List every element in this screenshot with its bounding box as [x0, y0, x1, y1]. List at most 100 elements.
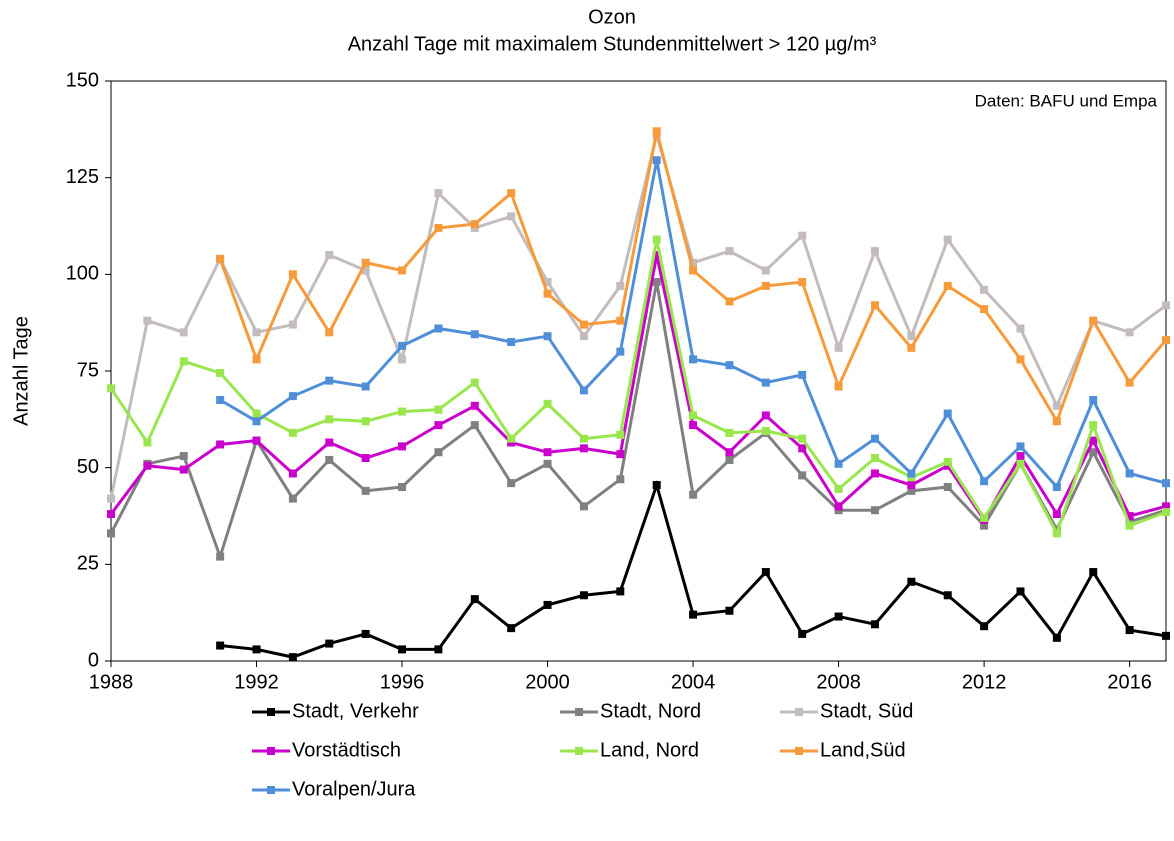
data-point — [507, 338, 516, 346]
data-point — [870, 506, 879, 515]
data-point — [980, 513, 989, 522]
data-point — [579, 444, 588, 453]
legend-label: Land, Nord — [600, 739, 699, 761]
data-point — [398, 355, 407, 364]
data-point — [1016, 452, 1025, 461]
legend-label: Stadt, Nord — [600, 700, 701, 722]
data-point — [689, 421, 698, 430]
data-point — [325, 455, 334, 464]
data-point — [507, 212, 516, 221]
x-tick-label: 2004 — [671, 671, 716, 693]
data-point — [907, 481, 916, 490]
data-point — [907, 486, 916, 495]
y-tick-label: 0 — [88, 649, 99, 671]
x-tick-label: 1996 — [380, 671, 425, 693]
data-point — [1089, 316, 1098, 325]
data-point — [361, 258, 370, 267]
data-point — [870, 247, 879, 256]
data-point — [507, 189, 516, 198]
data-point — [798, 444, 807, 453]
data-point — [470, 595, 479, 604]
legend-marker — [795, 708, 803, 716]
data-point — [288, 469, 297, 478]
data-point — [143, 461, 152, 470]
data-point — [325, 251, 334, 259]
data-point — [579, 320, 588, 329]
data-point — [834, 382, 843, 391]
data-point — [943, 457, 952, 466]
y-tick-label: 100 — [66, 263, 99, 285]
data-point — [252, 409, 261, 418]
data-point — [798, 629, 807, 638]
data-point — [980, 622, 989, 631]
data-point — [907, 343, 916, 352]
data-point — [616, 475, 625, 484]
data-point — [252, 328, 261, 337]
y-tick-label: 150 — [66, 69, 99, 91]
data-point — [179, 452, 188, 461]
chart-subtitle: Anzahl Tage mit maximalem Stundenmittelw… — [348, 33, 877, 55]
data-point — [434, 448, 443, 457]
data-point — [1162, 301, 1170, 310]
data-point — [252, 436, 261, 445]
legend-label: Stadt, Süd — [820, 700, 913, 722]
plot-frame — [110, 80, 1167, 662]
data-point — [943, 483, 952, 491]
data-point — [288, 428, 297, 437]
x-tick-label: 2008 — [816, 671, 861, 693]
data-point — [725, 455, 734, 464]
data-point — [216, 396, 225, 404]
y-tick-label: 125 — [66, 166, 99, 188]
data-point — [907, 332, 916, 341]
data-point — [943, 235, 952, 244]
data-point — [761, 411, 770, 420]
data-point — [143, 316, 152, 325]
data-point — [761, 266, 770, 275]
data-point — [579, 434, 588, 443]
data-point — [216, 440, 225, 449]
data-point — [725, 428, 734, 437]
data-point — [107, 494, 115, 503]
data-point — [507, 624, 516, 633]
series-line — [218, 130, 1168, 425]
data-point — [543, 399, 552, 408]
data-point — [579, 386, 588, 395]
data-point — [616, 430, 625, 439]
data-point — [1162, 502, 1170, 511]
data-point — [689, 355, 698, 364]
series-line — [109, 129, 1167, 499]
data-point — [288, 392, 297, 401]
data-point — [761, 281, 770, 290]
data-point — [107, 384, 115, 393]
data-point — [543, 448, 552, 457]
data-point — [870, 434, 879, 443]
data-point — [434, 645, 443, 654]
data-point — [179, 465, 188, 474]
data-point — [398, 483, 407, 491]
data-point — [252, 355, 261, 364]
legend-label: Voralpen/Jura — [292, 778, 416, 800]
x-tick-label: 2012 — [962, 671, 1007, 693]
x-tick-label: 1988 — [89, 671, 134, 693]
data-point — [107, 529, 115, 538]
data-point — [1162, 479, 1170, 488]
data-point — [980, 477, 989, 486]
data-point — [980, 305, 989, 314]
data-point — [870, 620, 879, 629]
y-tick-label: 50 — [77, 456, 99, 478]
data-point — [434, 421, 443, 430]
legend-label: Land,Süd — [820, 739, 906, 761]
data-point — [1125, 512, 1134, 520]
data-point — [616, 450, 625, 459]
data-point — [943, 281, 952, 290]
data-point — [1016, 324, 1025, 333]
data-point — [361, 266, 370, 275]
x-tick-label: 2016 — [1107, 671, 1152, 693]
data-point — [834, 459, 843, 468]
data-point — [1162, 631, 1170, 640]
data-point — [652, 127, 661, 136]
data-point — [252, 417, 261, 426]
data-point — [725, 247, 734, 256]
data-point — [434, 223, 443, 232]
data-point — [907, 577, 916, 586]
